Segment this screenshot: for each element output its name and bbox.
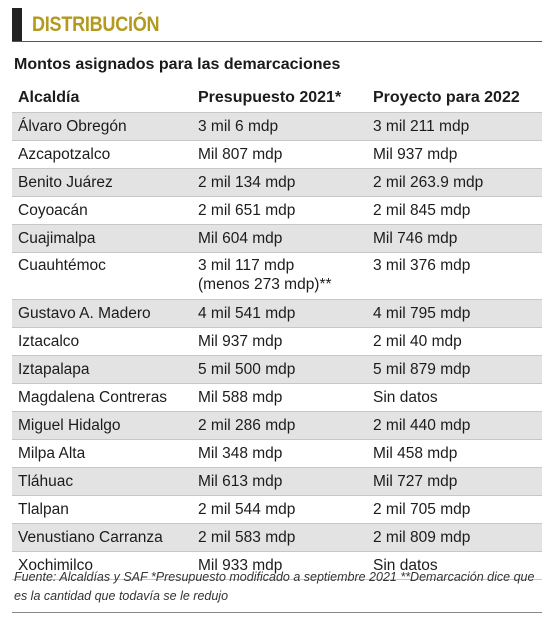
column-header-presupuesto-2021: Presupuesto 2021* — [198, 89, 342, 106]
table-row: Venustiano Carranza 2 mil 583 mdp 2 mil … — [12, 524, 542, 552]
cell-presupuesto-2021: Mil 613 mdp — [198, 473, 283, 490]
cell-alcaldia: Magdalena Contreras — [18, 389, 168, 406]
cell-presupuesto-2021: 5 mil 500 mdp — [198, 361, 296, 378]
cell-alcaldia: Miguel Hidalgo — [18, 417, 121, 434]
table-header-row: Alcaldía Presupuesto 2021* Proyecto para… — [12, 83, 542, 113]
cell-presupuesto-2021: 2 mil 286 mdp — [198, 417, 296, 434]
cell-presupuesto-2021: Mil 604 mdp — [198, 230, 283, 247]
table-row: Tláhuac Mil 613 mdp Mil 727 mdp — [12, 468, 542, 496]
cell-proyecto-2022: 2 mil 263.9 mdp — [373, 174, 484, 191]
table-row: Gustavo A. Madero 4 mil 541 mdp 4 mil 79… — [12, 300, 542, 328]
cell-proyecto-2022: Sin datos — [373, 389, 438, 406]
cell-alcaldia: Cuauhtémoc — [18, 257, 106, 274]
column-header-alcaldia: Alcaldía — [18, 89, 80, 106]
table-row: Iztacalco Mil 937 mdp 2 mil 40 mdp — [12, 328, 542, 356]
cell-presupuesto-2021: Mil 348 mdp — [198, 445, 283, 462]
cell-alcaldia: Álvaro Obregón — [18, 118, 127, 135]
cell-presupuesto-2021-value: 3 mil 117 mdp — [198, 257, 295, 274]
cell-proyecto-2022: 2 mil 440 mdp — [373, 417, 471, 434]
source-footnote: Fuente: Alcaldías y SAF *Presupuesto mod… — [14, 570, 535, 603]
cell-proyecto-2022: Mil 458 mdp — [373, 445, 458, 462]
cell-presupuesto-2021: 3 mil 6 mdp — [198, 118, 279, 135]
table-row: Tlalpan 2 mil 544 mdp 2 mil 705 mdp — [12, 496, 542, 524]
cell-presupuesto-2021: Mil 807 mdp — [198, 146, 283, 163]
cell-proyecto-2022: 2 mil 40 mdp — [373, 333, 462, 350]
cell-proyecto-2022: 5 mil 879 mdp — [373, 361, 471, 378]
cell-alcaldia: Tláhuac — [18, 473, 74, 490]
section-title: DISTRIBUCIÓN — [32, 13, 160, 36]
cell-presupuesto-2021-note: (menos 273 mdp)** — [198, 276, 332, 293]
section-header: DISTRIBUCIÓN — [12, 8, 542, 42]
cell-presupuesto-2021: 2 mil 134 mdp — [198, 174, 296, 191]
table-row: Benito Juárez 2 mil 134 mdp 2 mil 263.9 … — [12, 169, 542, 197]
table-row: Magdalena Contreras Mil 588 mdp Sin dato… — [12, 384, 542, 412]
cell-proyecto-2022: 3 mil 211 mdp — [373, 118, 470, 135]
table-row: Azcapotzalco Mil 807 mdp Mil 937 mdp — [12, 141, 542, 169]
cell-proyecto-2022: Mil 937 mdp — [373, 146, 458, 163]
table-row: Álvaro Obregón 3 mil 6 mdp 3 mil 211 mdp — [12, 113, 542, 141]
cell-presupuesto-2021: 3 mil 117 mdp (menos 273 mdp)** — [198, 256, 332, 294]
cell-presupuesto-2021: 2 mil 544 mdp — [198, 501, 296, 518]
column-header-proyecto-2022: Proyecto para 2022 — [373, 89, 520, 106]
cell-presupuesto-2021: Mil 937 mdp — [198, 333, 283, 350]
table-subtitle: Montos asignados para las demarcaciones — [14, 56, 341, 73]
cell-proyecto-2022: Sin datos — [373, 557, 438, 574]
cell-alcaldia: Tlalpan — [18, 501, 69, 518]
bottom-rule — [12, 612, 542, 613]
header-accent-bar — [12, 8, 22, 41]
table-row: Iztapalapa 5 mil 500 mdp 5 mil 879 mdp — [12, 356, 542, 384]
table-row: Coyoacán 2 mil 651 mdp 2 mil 845 mdp — [12, 197, 542, 225]
budget-table: Alcaldía Presupuesto 2021* Proyecto para… — [12, 83, 542, 580]
table-row: Cuauhtémoc 3 mil 117 mdp (menos 273 mdp)… — [12, 253, 542, 300]
cell-presupuesto-2021: 4 mil 541 mdp — [198, 305, 296, 322]
cell-alcaldia: Gustavo A. Madero — [18, 305, 151, 322]
cell-alcaldia: Benito Juárez — [18, 174, 113, 191]
table-row: Milpa Alta Mil 348 mdp Mil 458 mdp — [12, 440, 542, 468]
cell-presupuesto-2021: 2 mil 651 mdp — [198, 202, 296, 219]
cell-proyecto-2022: 2 mil 705 mdp — [373, 501, 471, 518]
cell-alcaldia: Milpa Alta — [18, 445, 86, 462]
cell-alcaldia: Iztacalco — [18, 333, 80, 350]
cell-proyecto-2022: 3 mil 376 mdp — [373, 257, 471, 274]
cell-presupuesto-2021: 2 mil 583 mdp — [198, 529, 296, 546]
cell-proyecto-2022: 4 mil 795 mdp — [373, 305, 471, 322]
cell-alcaldia: Xochimilco — [18, 557, 93, 574]
cell-alcaldia: Coyoacán — [18, 202, 88, 219]
cell-presupuesto-2021: Mil 933 mdp — [198, 557, 283, 574]
cell-alcaldia: Azcapotzalco — [18, 146, 111, 163]
cell-proyecto-2022: 2 mil 809 mdp — [373, 529, 471, 546]
cell-alcaldia: Cuajimalpa — [18, 230, 96, 247]
cell-alcaldia: Venustiano Carranza — [18, 529, 163, 546]
cell-presupuesto-2021: Mil 588 mdp — [198, 389, 283, 406]
cell-proyecto-2022: 2 mil 845 mdp — [373, 202, 471, 219]
cell-proyecto-2022: Mil 727 mdp — [373, 473, 458, 490]
table-row: Xochimilco Mil 933 mdp Sin datos — [12, 552, 542, 580]
table-row: Cuajimalpa Mil 604 mdp Mil 746 mdp — [12, 225, 542, 253]
cell-proyecto-2022: Mil 746 mdp — [373, 230, 458, 247]
table-row: Miguel Hidalgo 2 mil 286 mdp 2 mil 440 m… — [12, 412, 542, 440]
cell-alcaldia: Iztapalapa — [18, 361, 90, 378]
